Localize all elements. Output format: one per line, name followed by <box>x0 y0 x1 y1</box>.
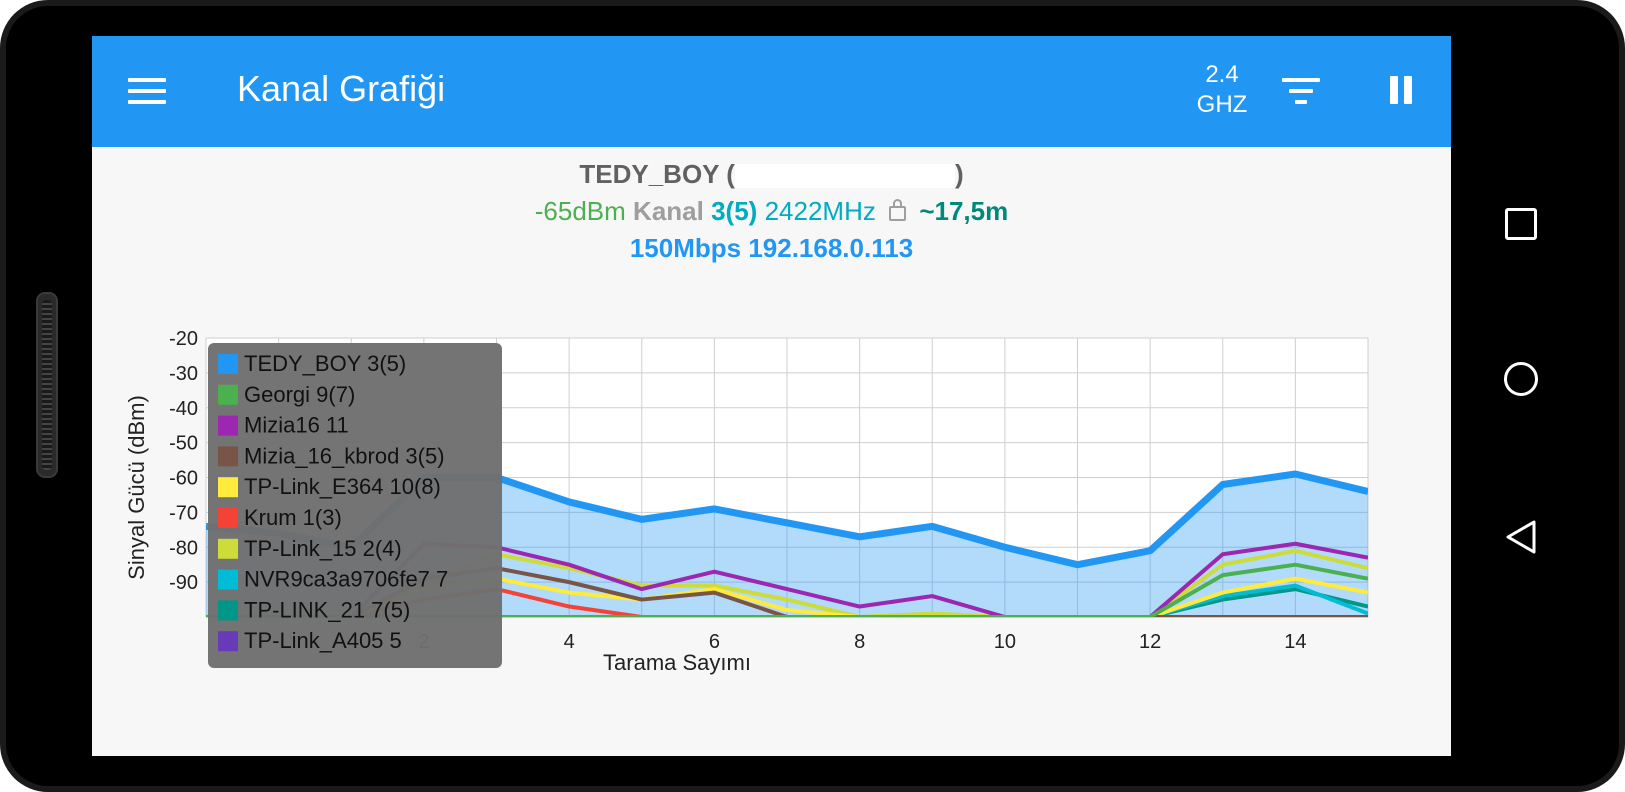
triangle-back-icon <box>1506 520 1536 554</box>
circle-icon <box>1504 362 1538 396</box>
x-tick-label: 4 <box>564 631 575 653</box>
legend-swatch <box>218 415 238 436</box>
channel-label: Kanal <box>633 196 704 226</box>
legend-swatch <box>218 600 238 621</box>
legend-label: Mizia_16_kbrod 3(5) <box>244 443 445 468</box>
filter-icon[interactable] <box>1282 76 1322 106</box>
side-button <box>36 292 58 478</box>
legend-label: Krum 1(3) <box>244 505 342 530</box>
back-button[interactable] <box>1491 506 1551 566</box>
legend-label: TEDY_BOY 3(5) <box>244 351 406 376</box>
x-axis-label: Tarama Sayımı <box>603 650 751 675</box>
legend-label: TP-LINK_21 7(5) <box>244 597 410 622</box>
page-title: Kanal Grafiği <box>237 68 446 109</box>
screen: Kanal Grafiği 2.4 GHZ TEDY_BOY () -65dBm… <box>92 36 1451 756</box>
legend-swatch <box>218 384 238 405</box>
y-tick-label: -20 <box>169 328 198 350</box>
legend-swatch <box>218 569 238 590</box>
frequency: 2422MHz <box>764 196 876 226</box>
link-speed: 150Mbps <box>629 233 742 263</box>
legend-swatch <box>218 538 238 559</box>
legend-swatch <box>218 446 238 467</box>
legend-label: TP-Link_15 2(4) <box>244 536 402 561</box>
link-details: 150Mbps 192.168.0.113 <box>92 233 1451 264</box>
channel-value: 3(5) <box>711 196 758 226</box>
legend-swatch <box>218 477 238 498</box>
legend-label: TP-Link_A405 5 <box>244 628 402 653</box>
y-axis-label: Sinyal Gücü (dBm) <box>124 395 149 580</box>
app-bar: Kanal Grafiği 2.4 GHZ <box>92 36 1451 147</box>
connection-details: -65dBm Kanal 3(5) 2422MHz ~17,5m <box>92 196 1451 227</box>
channel-chart: -20-30-40-50-60-70-80-902468101214Tarama… <box>124 328 1369 675</box>
signal-strength: -65dBm <box>534 196 626 226</box>
legend-swatch <box>218 631 238 652</box>
legend-swatch <box>218 508 238 528</box>
legend-swatch <box>218 354 238 374</box>
y-tick-label: -70 <box>169 502 198 524</box>
legend-label: TP-Link_E364 10(8) <box>244 474 441 499</box>
menu-icon[interactable] <box>128 74 168 108</box>
home-button[interactable] <box>1491 349 1551 409</box>
y-tick-label: -60 <box>169 468 198 490</box>
x-tick-label: 14 <box>1284 631 1306 653</box>
connected-network-header: TEDY_BOY () <box>579 159 964 189</box>
y-tick-label: -50 <box>169 433 198 455</box>
legend-label: Mizia16 11 <box>244 413 349 438</box>
legend-label: Georgi 9(7) <box>244 382 355 407</box>
x-tick-label: 6 <box>709 631 720 653</box>
series-line <box>206 562 1368 617</box>
navigation-bar <box>1451 36 1593 756</box>
ip-address: 192.168.0.113 <box>748 233 914 263</box>
hidden-bssid <box>734 164 955 189</box>
band-value: 2.4 <box>1205 61 1239 88</box>
band-unit: GHZ <box>1196 91 1248 118</box>
distance: ~17,5m <box>919 196 1009 226</box>
ssid: TEDY_BOY <box>579 159 720 189</box>
x-tick-label: 8 <box>854 631 865 653</box>
y-tick-label: -30 <box>169 363 198 385</box>
y-tick-label: -90 <box>169 572 198 594</box>
y-tick-label: -40 <box>169 398 198 420</box>
legend-box <box>208 343 502 668</box>
x-tick-label: 10 <box>994 631 1016 653</box>
x-tick-label: 12 <box>1139 631 1161 653</box>
channel-graph-panel: TEDY_BOY () -65dBm Kanal 3(5) 2422MHz ~1… <box>92 147 1451 756</box>
y-tick-label: -80 <box>169 537 198 559</box>
pause-icon[interactable] <box>1388 76 1418 106</box>
overview-button[interactable] <box>1491 194 1551 254</box>
square-icon <box>1505 208 1537 240</box>
legend-label: NVR9ca3a9706fe7 7 <box>244 567 448 592</box>
lock-icon <box>889 198 907 221</box>
band-toggle-button[interactable]: 2.4 GHZ <box>1180 60 1264 120</box>
